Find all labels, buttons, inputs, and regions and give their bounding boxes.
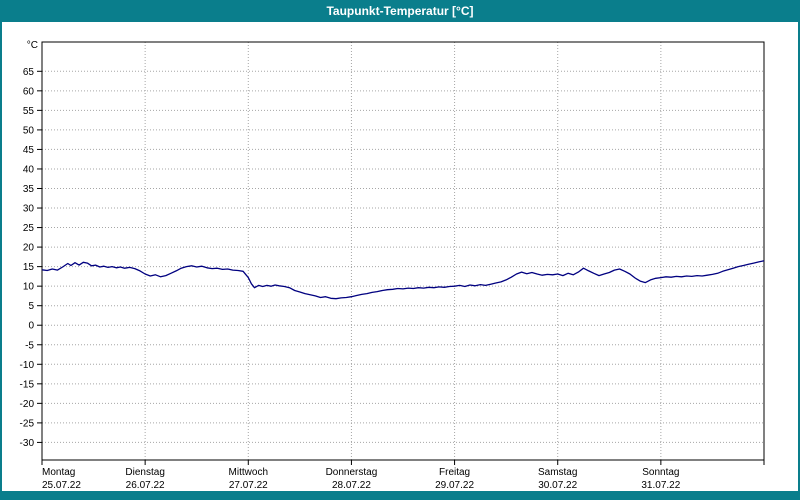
y-tick-label: 45 [23,145,35,156]
x-tick-day-label: Montag [42,467,75,478]
series-line [41,260,765,300]
y-tick-label: 20 [23,243,35,254]
y-tick-label: -25 [20,418,35,429]
unit-label: °C [27,40,38,51]
plot-border [41,41,765,461]
title-bar: Taupunkt-Temperatur [°C] [2,0,798,22]
x-tick-day-label: Dienstag [125,467,164,478]
y-tick-label: 0 [28,321,34,332]
y-tick-label: 50 [23,125,35,136]
y-tick-label: 10 [23,282,35,293]
x-tick-date-label: 31.07.22 [641,480,680,491]
footer-bar [2,491,798,500]
y-tick-label: 40 [23,164,35,175]
y-tick-label: 60 [23,86,35,97]
x-tick-date-label: 28.07.22 [332,480,371,491]
x-tick-date-label: 26.07.22 [126,480,165,491]
y-tick-label: 5 [28,301,34,312]
y-tick-label: -20 [20,399,35,410]
chart-title: Taupunkt-Temperatur [°C] [326,4,474,18]
x-tick-day-label: Sonntag [642,467,679,478]
x-tick-date-label: 29.07.22 [435,480,474,491]
y-tick-label: -30 [20,438,35,449]
y-tick-label: -15 [20,379,35,390]
y-tick-label: 65 [23,67,35,78]
x-tick-date-label: 27.07.22 [229,480,268,491]
y-tick-label: 30 [23,204,35,215]
y-tick-label: -10 [20,360,35,371]
x-tick-day-label: Samstag [538,467,577,478]
y-tick-label: 25 [23,223,35,234]
x-tick-date-label: 30.07.22 [538,480,577,491]
y-tick-label: 35 [23,184,35,195]
y-tick-label: -5 [25,340,34,351]
y-tick-label: 55 [23,106,35,117]
x-tick-day-label: Mittwoch [229,467,268,478]
y-tick-label: 15 [23,262,35,273]
x-tick-day-label: Freitag [439,467,470,478]
x-tick-date-label: 25.07.22 [42,480,81,491]
x-tick-day-label: Donnerstag [326,467,378,478]
